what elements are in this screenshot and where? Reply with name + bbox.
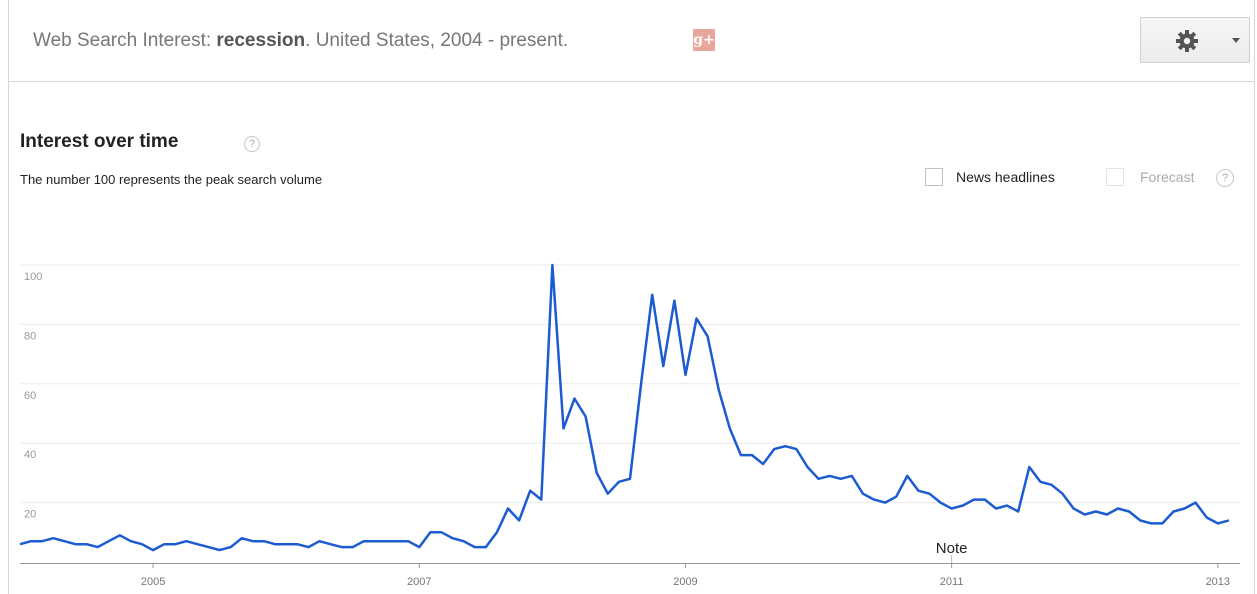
y-tick-label: 20	[24, 509, 36, 521]
y-tick-label: 60	[24, 390, 36, 402]
x-tick-label: 2007	[407, 576, 431, 588]
series-line	[19, 263, 1230, 552]
forecast-checkbox	[1106, 168, 1124, 186]
annotation-note: Note	[936, 540, 968, 557]
main-panel	[8, 0, 1255, 594]
gplus-label: g+	[693, 32, 715, 48]
title-prefix: Web Search Interest:	[33, 30, 217, 51]
chevron-down-icon	[1232, 38, 1240, 43]
section-title: Interest over time	[20, 131, 179, 152]
x-tick-label: 2005	[141, 576, 165, 588]
search-term: recession	[216, 30, 306, 51]
title-suffix: . United States, 2004 - present.	[305, 30, 569, 51]
x-tick-label: 2009	[673, 576, 697, 588]
x-tick-label: 2013	[1206, 576, 1230, 588]
forecast-label: Forecast	[1140, 169, 1195, 185]
forecast-help-icon[interactable]: ?	[1216, 169, 1234, 187]
page-title: Web Search Interest: recession. United S…	[33, 30, 568, 52]
y-tick-label: 100	[24, 271, 42, 283]
google-plus-share-icon[interactable]: g+	[693, 29, 715, 51]
header-bar: Web Search Interest: recession. United S…	[8, 0, 1255, 82]
help-icon[interactable]: ?	[244, 136, 260, 152]
settings-button[interactable]	[1140, 17, 1250, 63]
chart-subtitle: The number 100 represents the peak searc…	[20, 172, 323, 187]
news-headlines-label[interactable]: News headlines	[956, 169, 1055, 185]
news-headlines-checkbox[interactable]	[925, 168, 943, 186]
y-tick-label: 80	[24, 330, 36, 342]
x-tick-label: 2011	[940, 576, 964, 588]
y-tick-label: 40	[24, 449, 36, 461]
gear-icon	[1176, 30, 1198, 52]
